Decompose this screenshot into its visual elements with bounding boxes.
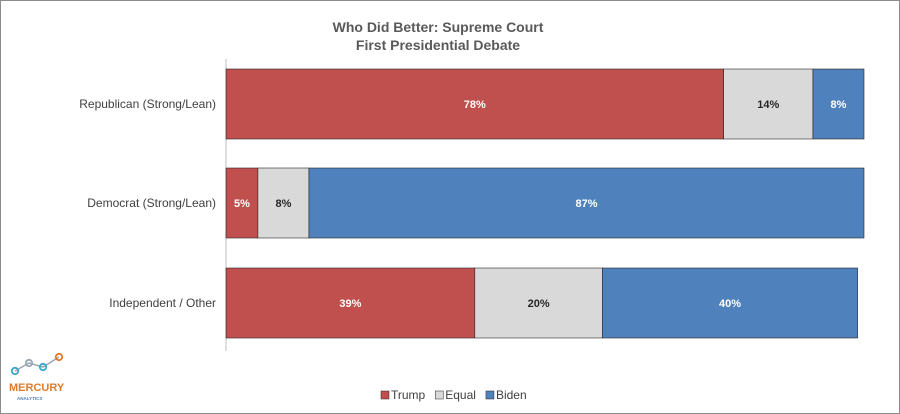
- data-label-trump-2: 39%: [339, 298, 361, 310]
- data-label-equal-0: 14%: [757, 99, 779, 111]
- logo-sub: ANALYTICS: [17, 396, 42, 401]
- chart-subtitle: First Presidential Debate: [356, 37, 520, 53]
- category-label-1: Democrat (Strong/Lean): [87, 196, 216, 210]
- logo-mark-icon: [10, 353, 64, 376]
- bar-equal-2: [474, 267, 603, 339]
- legend-label-trump: Trump: [391, 388, 426, 402]
- data-label-biden-2: 40%: [719, 298, 741, 310]
- data-label-trump-0: 78%: [464, 99, 486, 111]
- legend-label-biden: Biden: [496, 388, 527, 402]
- legend-label-equal: Equal: [445, 388, 476, 402]
- legend-swatch-trump: [380, 390, 390, 400]
- bar-biden-0: [812, 68, 865, 140]
- category-label-0: Republican (Strong/Lean): [79, 97, 216, 111]
- data-label-biden-0: 8%: [831, 99, 847, 111]
- category-label-2: Independent / Other: [109, 296, 216, 310]
- data-label-biden-1: 87%: [575, 198, 597, 210]
- legend-swatch-equal: [434, 390, 444, 400]
- data-label-trump-1: 5%: [234, 198, 250, 210]
- bar-biden-2: [602, 267, 858, 339]
- bar-equal-0: [723, 68, 814, 140]
- bar-trump-0: [225, 68, 724, 140]
- chart-title: Who Did Better: Supreme Court: [333, 19, 544, 35]
- data-label-equal-2: 20%: [528, 298, 550, 310]
- mercury-analytics-logo: MERCURY ANALYTICS: [9, 353, 65, 401]
- data-label-equal-1: 8%: [275, 198, 291, 210]
- bar-biden-1: [308, 167, 865, 239]
- legend-swatch-biden: [485, 390, 495, 400]
- logo-name: MERCURY: [9, 382, 65, 394]
